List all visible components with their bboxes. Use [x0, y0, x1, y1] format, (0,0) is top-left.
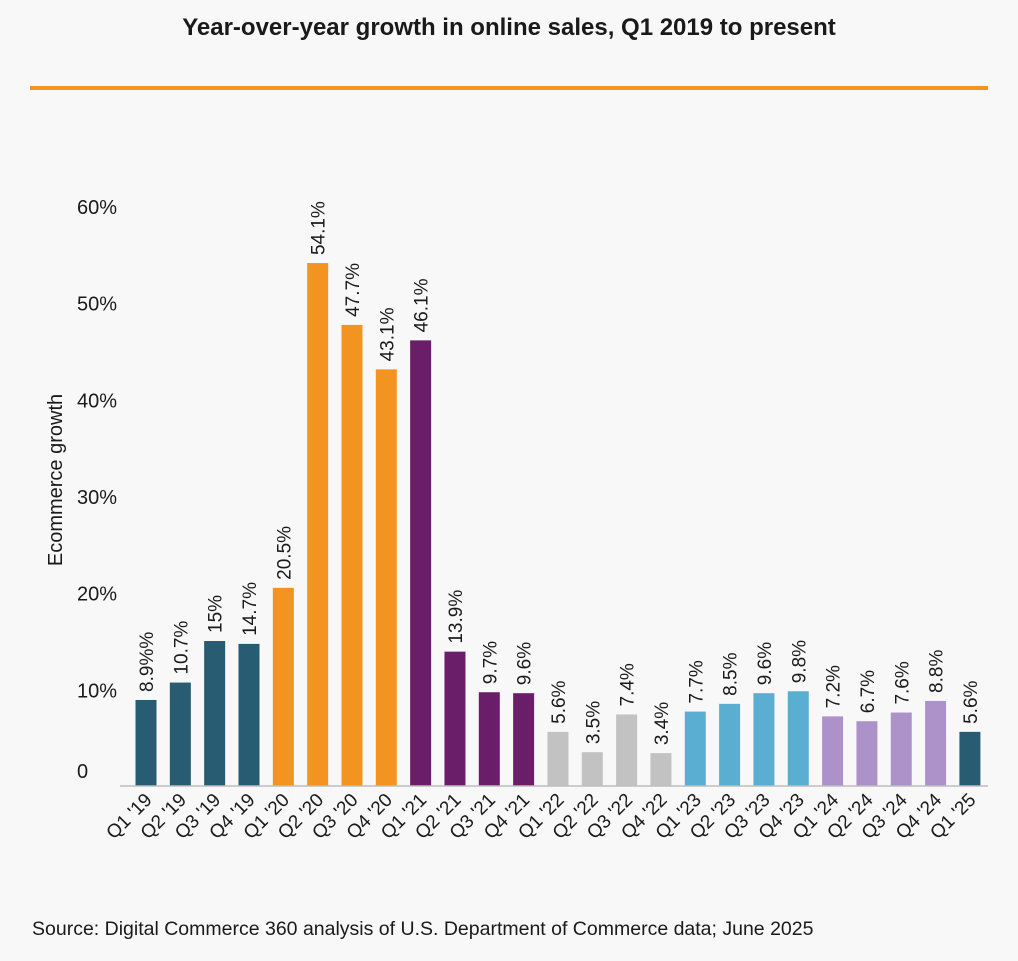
- data-label: 10.7%: [171, 621, 192, 675]
- bar: [204, 641, 226, 786]
- bar: [787, 691, 809, 786]
- bar: [822, 716, 844, 786]
- bar: [856, 721, 878, 786]
- data-label: 14.7%: [240, 582, 261, 636]
- bar: [307, 263, 329, 786]
- data-label: 13.9%: [446, 590, 467, 644]
- data-label: 15%: [206, 595, 227, 633]
- bar: [719, 703, 741, 786]
- bar: [581, 752, 603, 786]
- data-label: 8.9%%: [137, 632, 158, 692]
- bar: [444, 651, 466, 786]
- data-label: 46.1%: [412, 278, 433, 332]
- data-label: 6.7%: [858, 670, 879, 713]
- y-tick-label: 50%: [77, 294, 117, 316]
- y-tick-label: 40%: [77, 390, 117, 412]
- bar: [753, 693, 775, 786]
- data-label: 9.6%: [755, 642, 776, 685]
- data-label: 43.1%: [377, 307, 398, 361]
- bars: [135, 263, 981, 786]
- bar: [925, 700, 947, 786]
- y-tick-label: 60%: [77, 197, 117, 219]
- bar: [650, 753, 672, 786]
- y-tick-label: 20%: [77, 584, 117, 606]
- y-tick-label: 0: [77, 761, 88, 783]
- y-axis-ticks: 0 10% 20% 30% 40% 50% 60%: [77, 197, 117, 783]
- bar: [272, 587, 294, 786]
- y-axis-title: Ecommerce growth: [45, 394, 67, 566]
- data-label: 7.2%: [824, 665, 845, 708]
- data-label: 7.6%: [892, 661, 913, 704]
- data-label: 5.6%: [549, 680, 570, 723]
- bar: [547, 731, 569, 786]
- data-label: 7.7%: [686, 660, 707, 703]
- bar: [513, 693, 535, 786]
- data-label: 9.6%: [515, 642, 536, 685]
- data-label: 54.1%: [309, 201, 330, 255]
- y-tick-label: 30%: [77, 487, 117, 509]
- data-label: 47.7%: [343, 263, 364, 317]
- bar: [616, 714, 638, 786]
- data-label: 9.8%: [789, 640, 810, 683]
- data-label: 5.6%: [961, 680, 982, 723]
- data-label: 8.8%: [927, 650, 948, 693]
- data-label: 3.4%: [652, 702, 673, 745]
- bar: [959, 731, 981, 786]
- bar: [238, 643, 260, 786]
- bar: [410, 340, 432, 786]
- bar: [169, 682, 191, 786]
- bar: [375, 369, 397, 786]
- bar: [478, 692, 500, 786]
- bar: [135, 699, 157, 786]
- data-label: 20.5%: [274, 526, 295, 580]
- data-labels: 8.9%% 10.7% 15% 14.7% 20.5% 54.1% 47.7% 43.1% 46…: [137, 201, 982, 745]
- data-label: 8.5%: [721, 652, 742, 695]
- bar: [684, 711, 706, 786]
- data-label: 3.5%: [583, 701, 604, 744]
- y-tick-label: 10%: [77, 680, 117, 702]
- bar: [341, 324, 363, 786]
- bar: [890, 712, 912, 786]
- data-label: 7.4%: [618, 663, 639, 706]
- data-label: 9.7%: [480, 641, 501, 684]
- chart-title: Year-over-year growth in online sales, Q…: [182, 14, 836, 41]
- source-note: Source: Digital Commerce 360 analysis of…: [32, 918, 814, 940]
- title-underline: [30, 86, 988, 90]
